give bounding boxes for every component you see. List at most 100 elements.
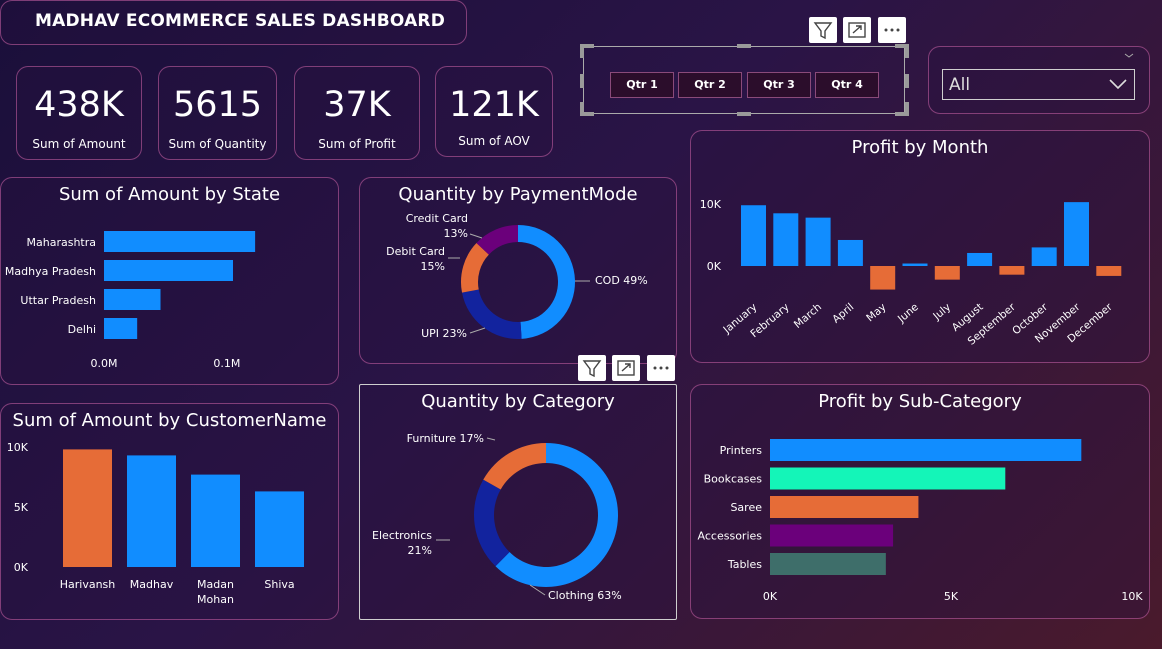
kpi-value: 5615 [172,85,263,125]
amount-by-state-chart: Maharashtra Madhya Pradesh Uttar Pradesh De… [5,231,256,370]
panel-profit-by-subcategory: Profit by Sub-Category Printers Bookcases… [690,384,1150,619]
dropdown-value: All [949,75,971,95]
bar [104,289,161,310]
profit-by-subcategory-chart: Printers Bookcases Saree Accessories Tables 0… [698,439,1143,603]
slice-label: 21% [408,544,432,557]
resize-handle[interactable] [905,44,909,58]
dashboard-title: MADHAV ECOMMERCE SALES DASHBOARD [35,11,446,31]
resize-handle[interactable] [580,74,584,88]
tick-label: 5K [14,501,29,514]
resize-handle[interactable] [737,112,751,116]
slice-label: UPI 23% [421,327,467,340]
leader-line [529,584,546,596]
resize-handle[interactable] [580,112,594,116]
more-options-button[interactable] [647,355,675,381]
bar [770,553,886,575]
bar [805,217,831,266]
leader-line [469,327,486,334]
bar [770,496,919,518]
slice-label: Electronics [372,529,432,542]
slicer-qtr3[interactable]: Qtr 3 [747,72,811,98]
slice-label: COD 49% [595,274,648,287]
title-card: MADHAV ECOMMERCE SALES DASHBOARD [0,0,467,45]
tick-label: 10K [7,441,29,454]
resize-handle[interactable] [580,44,584,58]
category-label: Accessories [698,530,763,543]
focus-mode-button[interactable] [612,355,640,381]
resize-handle[interactable] [895,44,909,48]
category-label: Uttar Pradesh [20,294,96,307]
chevron-down-icon [1124,53,1134,58]
more-options-icon [653,366,669,370]
chart-title: Sum of Amount by CustomerName [12,410,327,431]
slice-label: Debit Card [386,245,445,258]
category-label: Saree [730,501,762,514]
filter-icon [582,360,602,378]
bar [104,260,233,281]
resize-handle[interactable] [895,112,909,116]
bar [1064,202,1089,266]
state-dropdown[interactable]: All [942,69,1135,100]
resize-handle[interactable] [580,102,584,116]
resize-handle[interactable] [905,102,909,116]
panel-profit-by-month: Profit by Month 10K 0K January February Marc… [690,130,1150,363]
kpi-label: Sum of Profit [318,137,396,151]
bar [1096,266,1122,276]
focus-mode-button[interactable] [843,17,871,43]
filter-button[interactable] [809,17,837,43]
slicer-qtr2[interactable]: Qtr 2 [678,72,742,98]
category-label: Printers [720,444,763,457]
more-options-button[interactable] [878,17,906,43]
resize-handle[interactable] [905,74,909,88]
resize-handle[interactable] [737,44,751,48]
chart-title: Sum of Amount by State [58,184,281,205]
focus-mode-icon [617,360,635,376]
category-label: Madhya Pradesh [5,265,96,278]
qty-by-category-chart: Clothing 63% Electronics 21% Furniture 17% [372,432,622,602]
category-label: Tables [727,558,762,571]
bar [63,449,112,567]
slice-label: Furniture 17% [407,432,484,445]
category-label: Mohan [197,593,234,606]
kpi-card-quantity: 5615 Sum of Quantity [158,66,277,160]
slice-label: Clothing 63% [548,589,622,602]
tick-label: 0K [763,590,778,603]
state-slicer-card [928,46,1150,114]
slicer-qtr1[interactable]: Qtr 1 [610,72,674,98]
chart-title: Quantity by Category [421,391,615,412]
kpi-value: 438K [34,85,124,125]
tick-label: April [830,301,856,326]
slice-label: 15% [421,260,445,273]
tick-label: 10K [700,198,722,211]
tick-label: July [930,301,953,323]
category-label: Shiva [264,578,294,591]
bar [104,318,138,339]
bar [191,474,240,567]
category-label: Madhav [130,578,174,591]
bar [967,252,993,266]
donut-slice [461,242,489,293]
leader-line [486,437,496,441]
kpi-label: Sum of Amount [32,137,126,151]
slicer-qtr4[interactable]: Qtr 4 [815,72,879,98]
category-label: Delhi [68,323,96,336]
focus-mode-icon [848,22,866,38]
slice-label: Credit Card [406,212,468,225]
donut-slice [483,443,546,490]
kpi-card-profit: 37K Sum of Profit [294,66,420,160]
donut-slice [476,225,518,255]
filter-button[interactable] [578,355,606,381]
leader-line [469,233,483,239]
resize-handle[interactable] [580,44,594,48]
panel-amount-by-state: Sum of Amount by State Maharashtra Madhya… [0,177,339,385]
donut-slice [495,443,618,587]
donut-slice [462,289,522,339]
panel-qty-by-category[interactable]: Quantity by Category Clothing 63% Electro… [359,384,677,620]
tick-label: 0K [14,561,29,574]
bar [773,213,799,266]
tick-label: 10K [1121,590,1143,603]
bar [127,455,176,567]
filter-icon [813,22,833,40]
bar [770,439,1082,461]
